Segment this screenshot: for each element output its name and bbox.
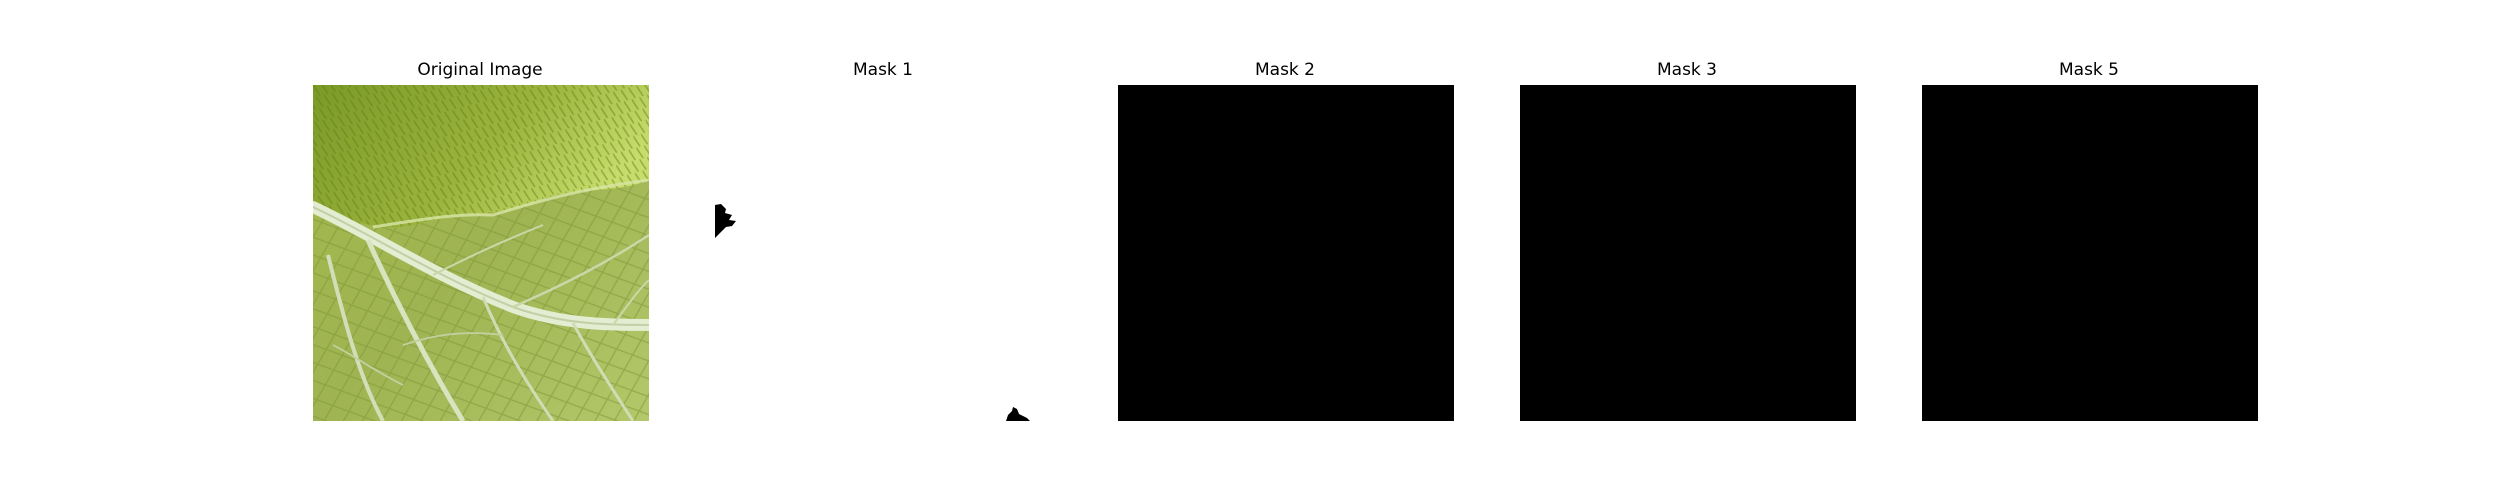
mask-2-image xyxy=(1118,85,1454,421)
original-image xyxy=(313,85,649,421)
panel-title-mask-1: Mask 1 xyxy=(852,60,913,80)
panel-title-mask-5: Mask 5 xyxy=(2058,60,2119,80)
leaf-photo-icon xyxy=(313,85,649,421)
mask-5-image xyxy=(1922,85,2258,421)
mask-blob-icon xyxy=(715,204,1030,421)
mask-1-image xyxy=(715,85,1052,421)
panel-title-original-image: Original Image xyxy=(417,60,543,80)
panel-title-mask-3: Mask 3 xyxy=(1656,60,1717,80)
mask-3-image xyxy=(1520,85,1856,421)
panel-title-mask-2: Mask 2 xyxy=(1254,60,1315,80)
